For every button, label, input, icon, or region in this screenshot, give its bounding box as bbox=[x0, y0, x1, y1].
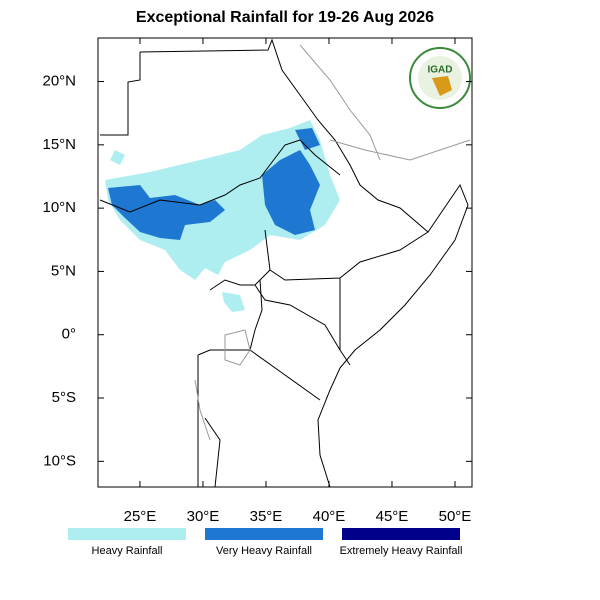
legend-label: Extremely Heavy Rainfall bbox=[340, 545, 463, 557]
x-tick-label: 40°E bbox=[313, 508, 346, 525]
legend-swatch bbox=[342, 528, 460, 540]
heavy-rain bbox=[110, 150, 125, 165]
x-tick-label: 35°E bbox=[250, 508, 283, 525]
legend-label: Very Heavy Rainfall bbox=[216, 545, 312, 557]
heavy-rain bbox=[222, 292, 245, 312]
very-heavy-rain bbox=[295, 128, 320, 150]
country-border bbox=[100, 38, 469, 488]
coastline bbox=[194, 44, 471, 441]
very-heavy-rain bbox=[108, 185, 225, 240]
y-tick-label: 10°N bbox=[42, 199, 76, 216]
x-tick-label: 30°E bbox=[187, 508, 220, 525]
x-tick-label: 45°E bbox=[376, 508, 409, 525]
y-tick-label: 5°S bbox=[52, 389, 76, 406]
y-tick-label: 0° bbox=[62, 326, 76, 343]
map-frame bbox=[97, 37, 473, 488]
very-heavy-rain bbox=[262, 150, 320, 235]
y-tick-label: 5°N bbox=[51, 262, 76, 279]
logo-text: IGAD bbox=[428, 65, 453, 76]
legend-swatch bbox=[205, 528, 323, 540]
country-border bbox=[99, 139, 429, 488]
y-tick-label: 20°N bbox=[42, 73, 76, 90]
y-tick-label: 10°S bbox=[43, 452, 76, 469]
legend-swatch bbox=[68, 528, 186, 540]
map-title: Exceptional Rainfall for 19-26 Aug 2026 bbox=[136, 9, 434, 26]
x-tick-label: 25°E bbox=[124, 508, 157, 525]
map-area: IGAD bbox=[97, 37, 473, 488]
x-tick-label: 50°E bbox=[439, 508, 472, 525]
legend-label: Heavy Rainfall bbox=[92, 545, 163, 557]
y-tick-label: 15°N bbox=[42, 136, 76, 153]
logo-shape bbox=[432, 76, 452, 96]
